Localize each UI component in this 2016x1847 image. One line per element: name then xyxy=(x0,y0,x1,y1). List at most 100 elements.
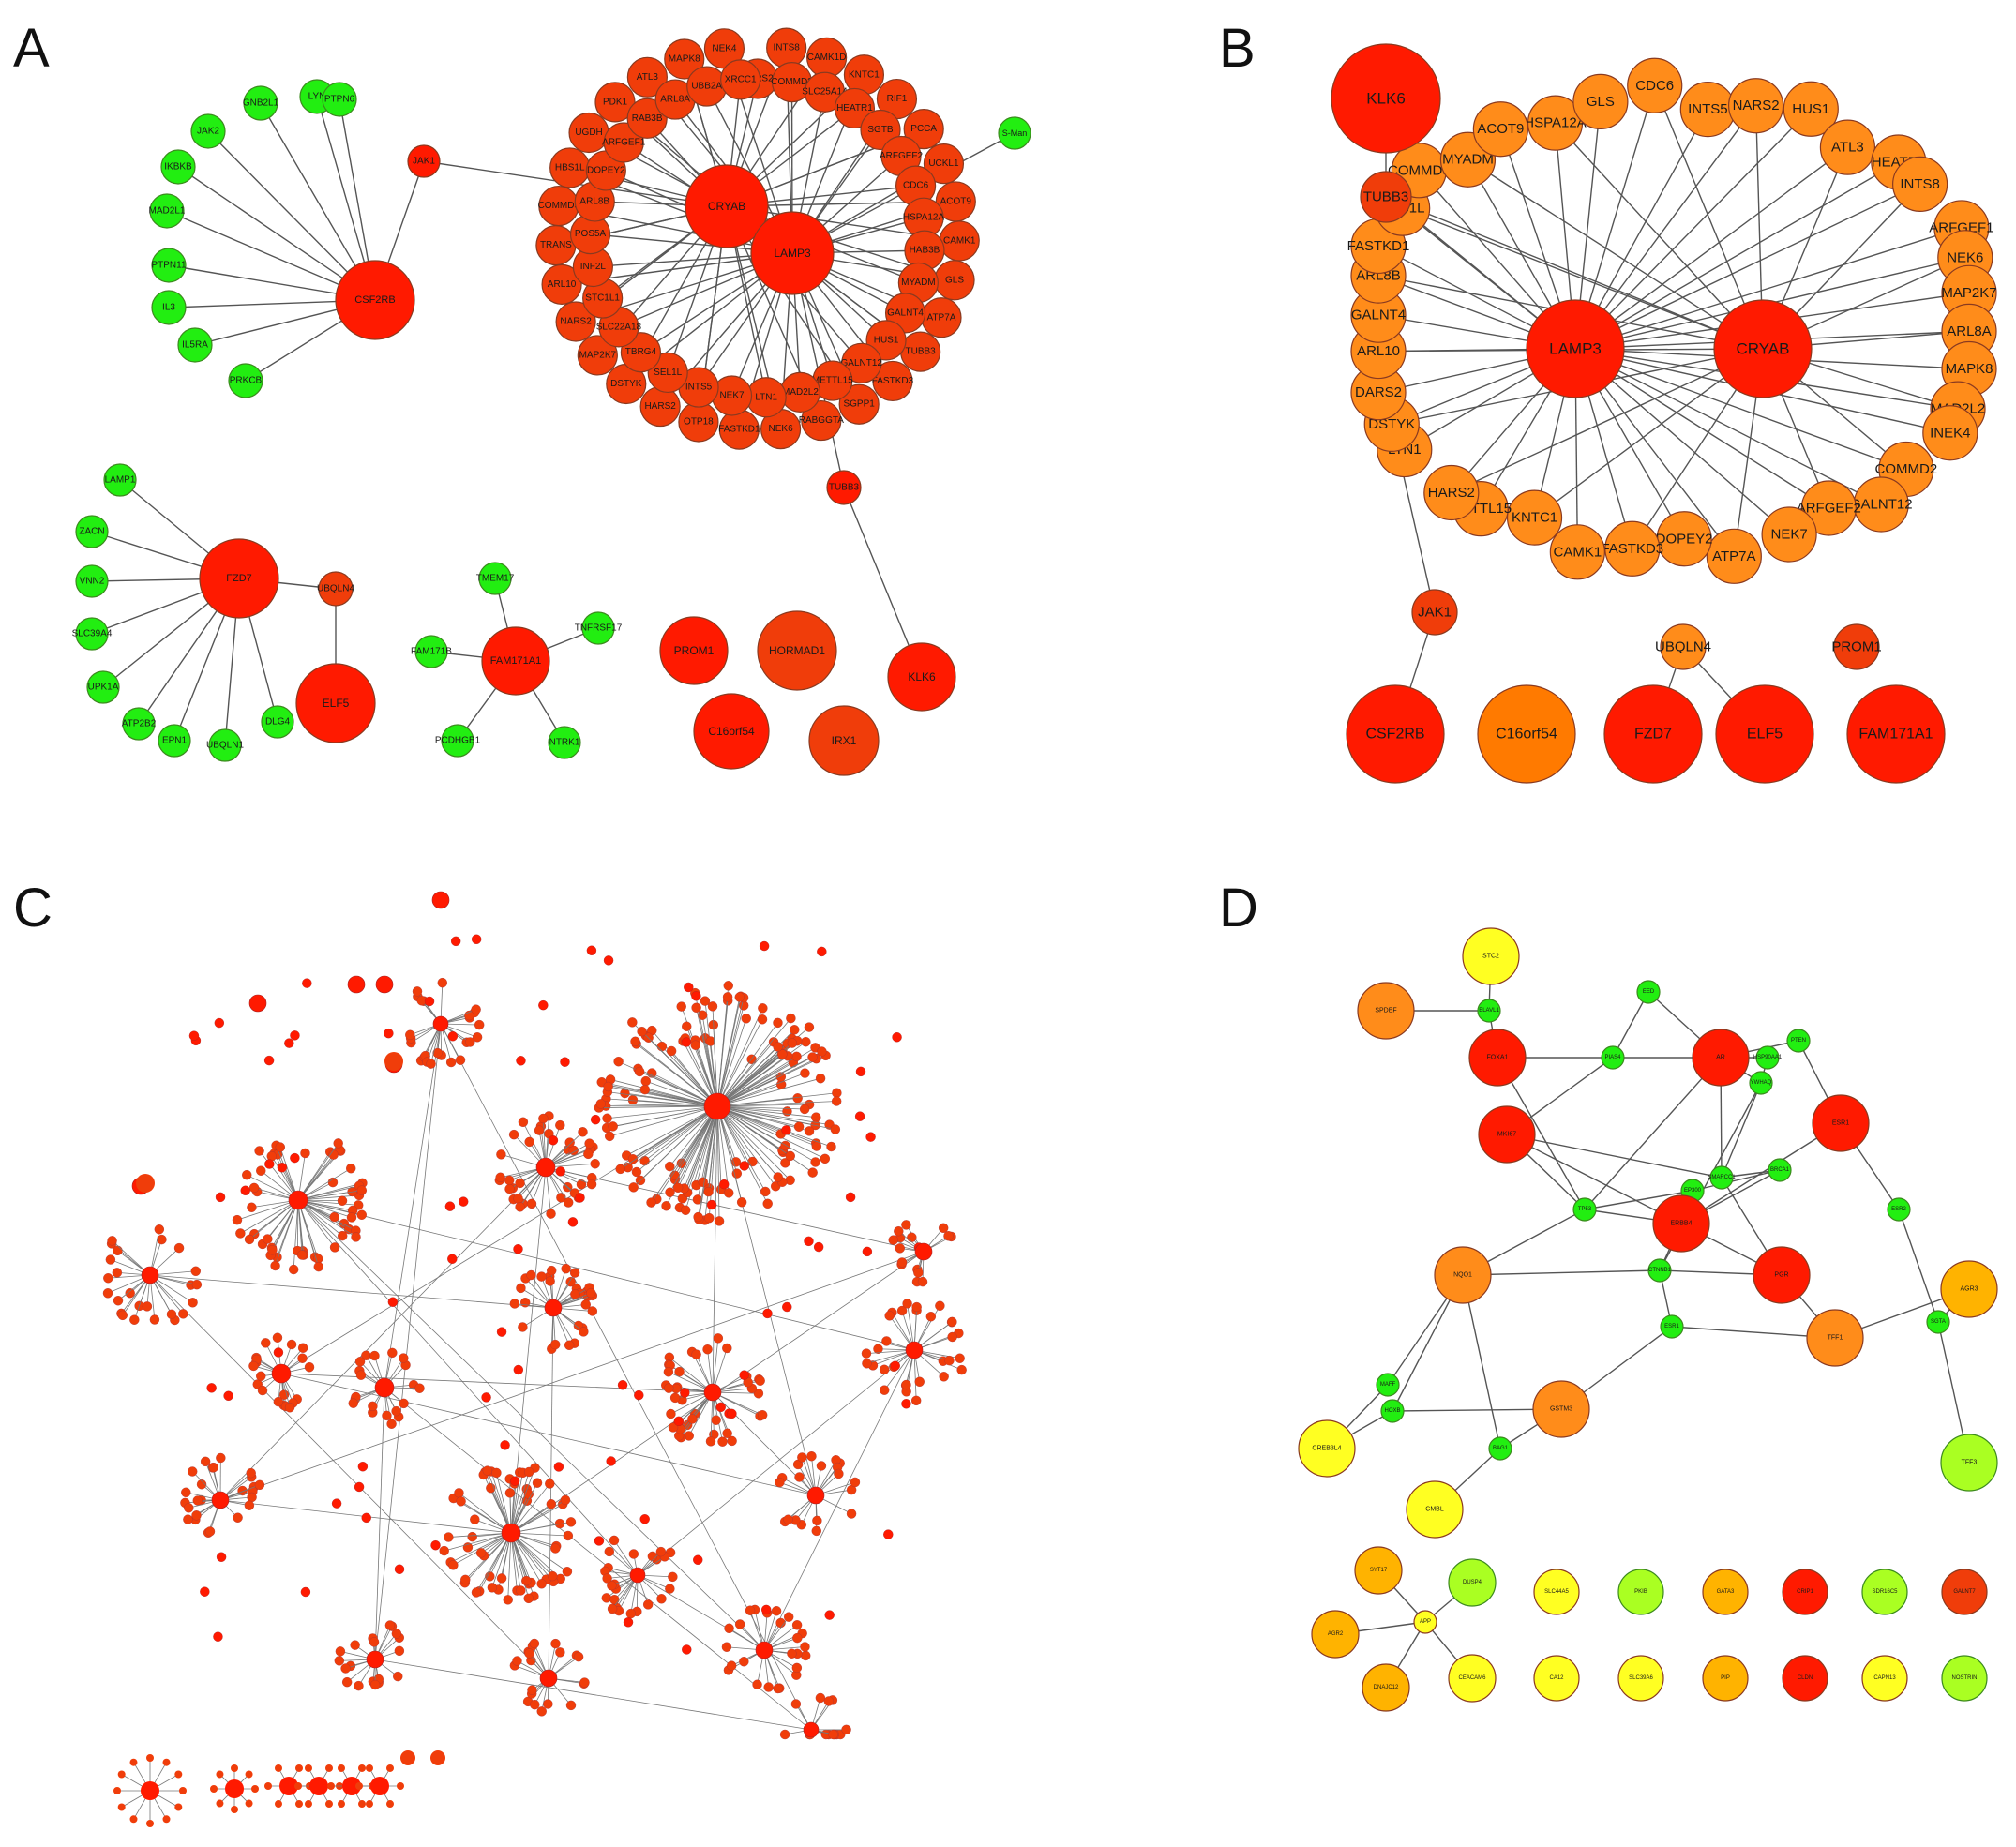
node-label: PRKCB xyxy=(230,376,263,386)
node-label: CAMK1 xyxy=(943,235,976,246)
satellite-node xyxy=(826,1141,836,1152)
satellite-node xyxy=(471,1587,482,1598)
satellite-node xyxy=(329,1242,340,1253)
satellite-node xyxy=(286,1339,297,1350)
node-label: GALNT12 xyxy=(841,358,883,368)
node-label: FAM171A1 xyxy=(490,655,541,667)
node-label: FASTKD1 xyxy=(1347,238,1410,254)
network-edge xyxy=(510,1532,554,1583)
node-esr1 xyxy=(1660,1314,1684,1339)
node-label: IKBKB xyxy=(164,162,192,173)
connector-node xyxy=(447,1031,459,1042)
network-edge xyxy=(716,1046,778,1107)
network-edge xyxy=(1574,146,1848,350)
satellite-node xyxy=(338,1764,345,1772)
satellite-node xyxy=(474,1019,485,1030)
satellite-node xyxy=(830,1124,841,1134)
satellite-node xyxy=(914,1376,925,1387)
node-label: CSF2RB xyxy=(1365,727,1424,743)
node-label: KNTC1 xyxy=(1512,510,1557,526)
network-edge xyxy=(641,1030,718,1107)
network-edge xyxy=(716,997,745,1107)
node-pten xyxy=(1786,1029,1811,1053)
node-csf2rb xyxy=(1346,684,1445,784)
hub-node xyxy=(431,891,450,909)
node-label: ARFGEF2 xyxy=(1797,500,1861,516)
node-label: PCCA xyxy=(910,124,937,134)
node-ca12 xyxy=(1533,1655,1580,1702)
satellite-node xyxy=(509,1299,520,1309)
network-edge xyxy=(712,1105,718,1393)
node-label: ARL10 xyxy=(1357,343,1400,359)
node-label: BAG1 xyxy=(1493,1446,1509,1451)
satellite-node xyxy=(757,1410,768,1420)
node-label: LAMP1 xyxy=(105,475,136,486)
network-edge xyxy=(280,1105,718,1374)
network-edge xyxy=(716,1017,791,1107)
satellite-node xyxy=(337,1230,348,1241)
node-label: TUBB3 xyxy=(829,483,860,493)
connector-node xyxy=(682,1644,692,1655)
satellite-node xyxy=(174,1803,183,1811)
node-atl3 xyxy=(1819,119,1876,175)
satellite-node xyxy=(526,1269,536,1281)
node-label: COMMD3 xyxy=(1388,162,1451,178)
satellite-node xyxy=(665,1161,675,1172)
connector-node xyxy=(706,1199,717,1210)
node-label: NARS2 xyxy=(1733,98,1780,113)
node-label: AR xyxy=(1716,1055,1725,1061)
satellite-node xyxy=(113,1787,121,1794)
satellite-node xyxy=(304,1361,315,1373)
node-label: NEK6 xyxy=(769,424,794,434)
hub-node xyxy=(375,975,394,994)
connector-node xyxy=(782,1301,792,1313)
satellite-node xyxy=(561,1263,571,1274)
node-label: PTEN xyxy=(1791,1038,1806,1044)
node-s-man xyxy=(998,116,1031,150)
connector-node xyxy=(623,1617,634,1628)
satellite-node xyxy=(604,1546,614,1557)
node-stc2 xyxy=(1462,927,1520,985)
satellite-node xyxy=(386,1419,397,1429)
node-label: TFF3 xyxy=(1962,1460,1978,1466)
node-gls xyxy=(1572,73,1629,129)
node-label: ZACN xyxy=(79,527,104,537)
satellite-node xyxy=(366,1800,373,1809)
node-label: TBRG4 xyxy=(625,347,657,357)
node-tnfrsf17 xyxy=(581,611,615,645)
satellite-node xyxy=(680,1205,691,1215)
network-edge xyxy=(677,1105,718,1188)
node-slc44a5 xyxy=(1533,1569,1580,1615)
satellite-node xyxy=(512,1656,522,1666)
satellite-node xyxy=(142,1301,153,1312)
satellite-node xyxy=(284,1403,295,1413)
node-upk1a xyxy=(86,670,120,704)
satellite-node xyxy=(601,1593,612,1603)
connector-node xyxy=(715,1402,726,1413)
network-edge xyxy=(716,1105,818,1147)
satellite-node xyxy=(297,1343,308,1353)
satellite-node xyxy=(578,1127,588,1137)
network-edge xyxy=(644,1105,718,1162)
satellite-node xyxy=(348,1398,358,1408)
network-edge xyxy=(297,1199,765,1651)
node-label: GALNT4 xyxy=(1351,308,1406,323)
node-ubqln1 xyxy=(208,728,242,762)
satellite-node xyxy=(666,1408,676,1419)
satellite-node xyxy=(245,1770,253,1779)
node-creb3l4 xyxy=(1298,1419,1356,1478)
node-label: SGPP1 xyxy=(843,399,875,410)
network-edge xyxy=(1506,1134,1723,1179)
node-label: MAP2K7 xyxy=(1941,285,1996,301)
network-edge xyxy=(716,1022,778,1107)
connector-node xyxy=(865,1132,876,1142)
node-label: SLC22A18 xyxy=(596,322,642,332)
satellite-node xyxy=(615,1164,625,1175)
satellite-node xyxy=(583,1149,594,1160)
connector-node xyxy=(681,1037,692,1047)
satellite-node xyxy=(337,1195,348,1206)
node-label: GLS xyxy=(1587,94,1615,110)
satellite-node xyxy=(579,1677,590,1688)
satellite-node xyxy=(275,1800,282,1809)
